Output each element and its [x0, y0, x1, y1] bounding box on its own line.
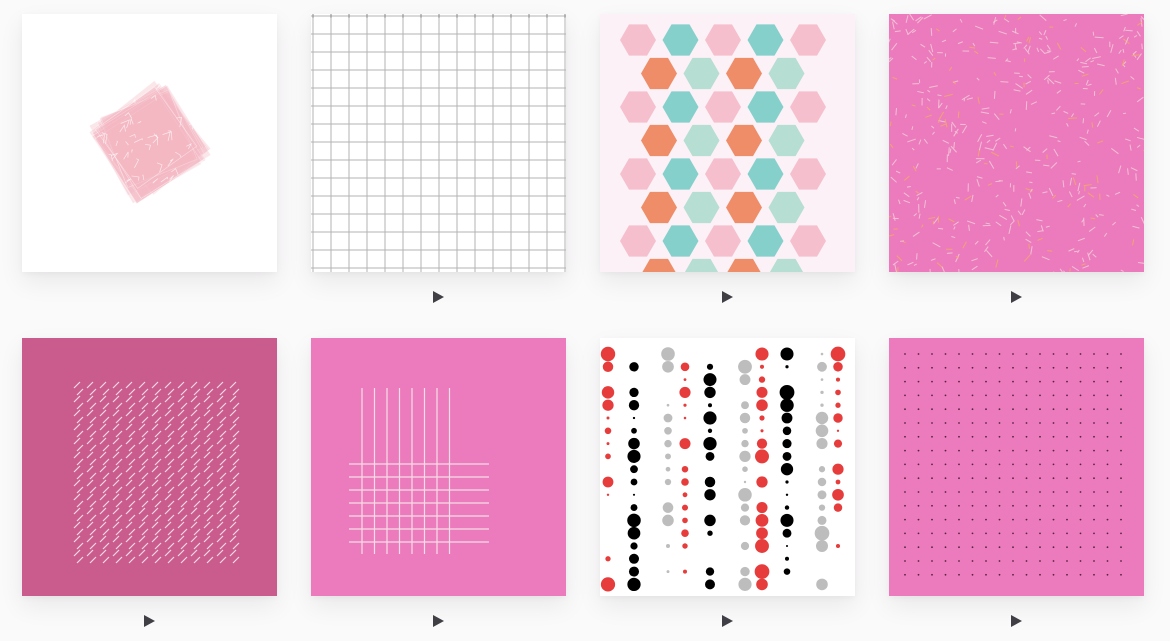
pattern-canvas [311, 338, 566, 596]
pattern-canvas [889, 14, 1144, 272]
play-button[interactable] [1005, 286, 1027, 308]
play-icon [1009, 614, 1023, 628]
play-button[interactable] [716, 286, 738, 308]
play-button[interactable] [427, 286, 449, 308]
pattern-canvas [600, 14, 855, 272]
play-icon [1009, 290, 1023, 304]
play-icon [142, 614, 156, 628]
play-icon [720, 290, 734, 304]
pattern-canvas [22, 338, 277, 596]
play-icon [431, 290, 445, 304]
pattern-card-dot-columns[interactable] [600, 338, 855, 596]
pattern-card-hexagons[interactable] [600, 14, 855, 272]
play-button[interactable] [1005, 610, 1027, 632]
pattern-canvas [311, 14, 566, 272]
pattern-card-diagonal-dashes[interactable] [22, 338, 277, 596]
pattern-card-confetti[interactable] [889, 14, 1144, 272]
pattern-card-cross-lines[interactable] [311, 338, 566, 596]
pattern-card-grid[interactable] [311, 14, 566, 272]
play-icon [431, 614, 445, 628]
pattern-card-dot-grid[interactable] [889, 338, 1144, 596]
pattern-card-rotated-squares[interactable] [22, 14, 277, 272]
pattern-canvas [600, 338, 855, 596]
play-button[interactable] [138, 610, 160, 632]
pattern-canvas [889, 338, 1144, 596]
pattern-canvas [22, 14, 277, 272]
play-button[interactable] [716, 610, 738, 632]
play-button[interactable] [427, 610, 449, 632]
play-icon [720, 614, 734, 628]
